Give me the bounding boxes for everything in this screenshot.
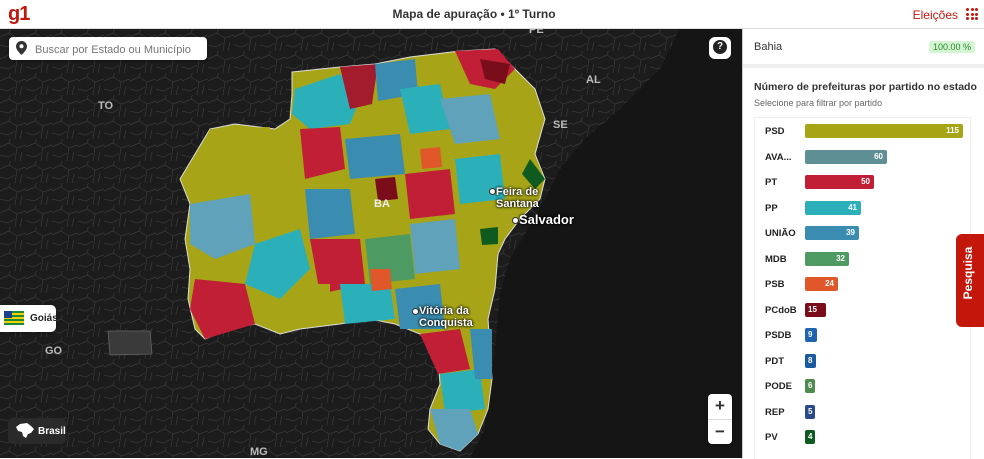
goias-flag-icon: [4, 311, 24, 325]
zoom-out-button[interactable]: −: [708, 419, 732, 445]
party-count: 9: [808, 330, 813, 339]
party-row[interactable]: PODE 6: [755, 375, 970, 400]
party-list: PSD 115 AVA... 60 PT 50 PP 41 UNIÃO 39 MDB 32 PSB 24 P…: [754, 117, 971, 459]
search-box[interactable]: [9, 37, 207, 60]
party-bar[interactable]: 115: [805, 124, 963, 138]
party-count: 8: [808, 355, 813, 365]
party-row[interactable]: REP 5: [755, 401, 970, 426]
city-dot-salvador: [512, 217, 519, 224]
party-name: PODE: [765, 381, 792, 392]
party-count: 41: [848, 202, 857, 212]
party-count: 4: [808, 432, 813, 441]
party-bar[interactable]: 6: [805, 379, 815, 393]
top-bar: g1 Mapa de apuração • 1º Turno Eleições: [0, 0, 984, 29]
party-row[interactable]: PT 50: [755, 171, 970, 196]
map-label-mg: MG: [250, 446, 268, 458]
brasil-button[interactable]: Brasil: [8, 418, 66, 444]
parties-subtitle: Selecione para filtrar por partido: [754, 98, 883, 108]
map-label-go: GO: [45, 345, 63, 357]
party-count: 50: [861, 177, 870, 186]
party-name: PP: [765, 202, 778, 214]
party-row[interactable]: AVA... 60: [755, 146, 970, 171]
party-bar[interactable]: 24: [805, 277, 838, 291]
zoom-in-button[interactable]: +: [715, 396, 725, 415]
location-pin-icon: [16, 41, 27, 55]
zoom-control: + −: [708, 394, 732, 444]
party-name: PSDB: [765, 330, 792, 341]
goias-label: Goiás: [30, 313, 58, 324]
party-name: MDB: [765, 253, 787, 265]
party-name: UNIÃO: [765, 228, 796, 239]
help-button[interactable]: ?: [709, 37, 731, 59]
panel-divider: [743, 64, 984, 68]
goias-button[interactable]: Goiás: [0, 305, 58, 332]
progress-badge: 100.00 %: [929, 41, 976, 53]
page-title: Mapa de apuração • 1º Turno: [392, 7, 556, 21]
survey-tab[interactable]: Pesquisa: [956, 234, 984, 327]
parties-title: Número de prefeituras por partido no est…: [754, 81, 977, 93]
help-icon: ?: [713, 40, 727, 54]
brasil-label: Brasil: [38, 426, 66, 437]
party-bar[interactable]: 15: [805, 302, 826, 317]
party-row[interactable]: PDT 8: [755, 350, 970, 375]
city-label-vitoria-da-conquista[interactable]: Vitória da Conquista: [419, 305, 473, 329]
party-count: 60: [874, 151, 883, 161]
party-row[interactable]: PP 41: [755, 197, 970, 222]
election-map[interactable]: PE AL SE TO GO MG BA Feira de Santana Sa…: [0, 29, 742, 458]
map-canvas[interactable]: [0, 29, 742, 458]
party-count: 32: [836, 253, 845, 263]
city-dot-vitoria: [412, 308, 419, 315]
apps-grid-icon[interactable]: [966, 8, 978, 20]
party-name: REP: [765, 406, 785, 418]
party-name: PV: [765, 432, 778, 443]
g1-logo[interactable]: g1: [8, 3, 30, 25]
party-bar[interactable]: 39: [805, 226, 859, 240]
party-bar[interactable]: 4: [805, 430, 815, 444]
map-label-se: SE: [553, 119, 568, 131]
bahia-state-shape[interactable]: [179, 48, 546, 452]
party-row[interactable]: MDB 32: [755, 248, 970, 273]
map-label-ba: BA: [374, 198, 390, 210]
party-row[interactable]: PSDB 9: [755, 324, 970, 349]
brazil-map-icon: [16, 423, 34, 438]
city-label-salvador[interactable]: Salvador: [519, 212, 574, 227]
search-input[interactable]: [33, 40, 205, 59]
party-count: 24: [825, 279, 834, 288]
results-panel: Bahia 100.00 % Número de prefeituras por…: [742, 29, 984, 459]
party-row[interactable]: PV 4: [755, 426, 970, 451]
map-label-pe: PE: [529, 29, 544, 36]
party-bar[interactable]: 41: [805, 200, 861, 215]
party-bar[interactable]: 50: [805, 175, 874, 189]
elections-link[interactable]: Eleições: [912, 8, 958, 22]
party-bar[interactable]: 5: [805, 404, 815, 419]
state-name: Bahia: [754, 41, 783, 53]
party-row[interactable]: PSB 24: [755, 273, 970, 298]
party-name: PSB: [765, 279, 785, 290]
party-count: 115: [946, 126, 959, 135]
party-row[interactable]: PCdoB 15: [755, 299, 970, 324]
city-dot-feira: [489, 188, 496, 195]
party-count: 39: [846, 228, 855, 237]
map-label-to: TO: [98, 100, 114, 112]
party-name: PSD: [765, 126, 785, 137]
party-name: PDT: [765, 355, 784, 367]
city-label-feira-de-santana[interactable]: Feira de Santana: [496, 186, 539, 210]
map-label-al: AL: [586, 74, 601, 86]
survey-label: Pesquisa: [961, 246, 975, 300]
party-name: PT: [765, 177, 778, 188]
party-count: 15: [808, 304, 817, 314]
party-count: 5: [808, 406, 813, 416]
party-count: 6: [808, 381, 813, 390]
party-name: PCdoB: [765, 304, 797, 316]
party-bar[interactable]: 8: [805, 353, 816, 368]
party-name: AVA...: [765, 151, 792, 163]
party-row[interactable]: PSD 115: [755, 120, 970, 145]
party-row[interactable]: UNIÃO 39: [755, 222, 970, 247]
party-bar[interactable]: 60: [805, 149, 887, 164]
party-bar[interactable]: 32: [805, 251, 849, 266]
party-bar[interactable]: 9: [805, 328, 817, 342]
